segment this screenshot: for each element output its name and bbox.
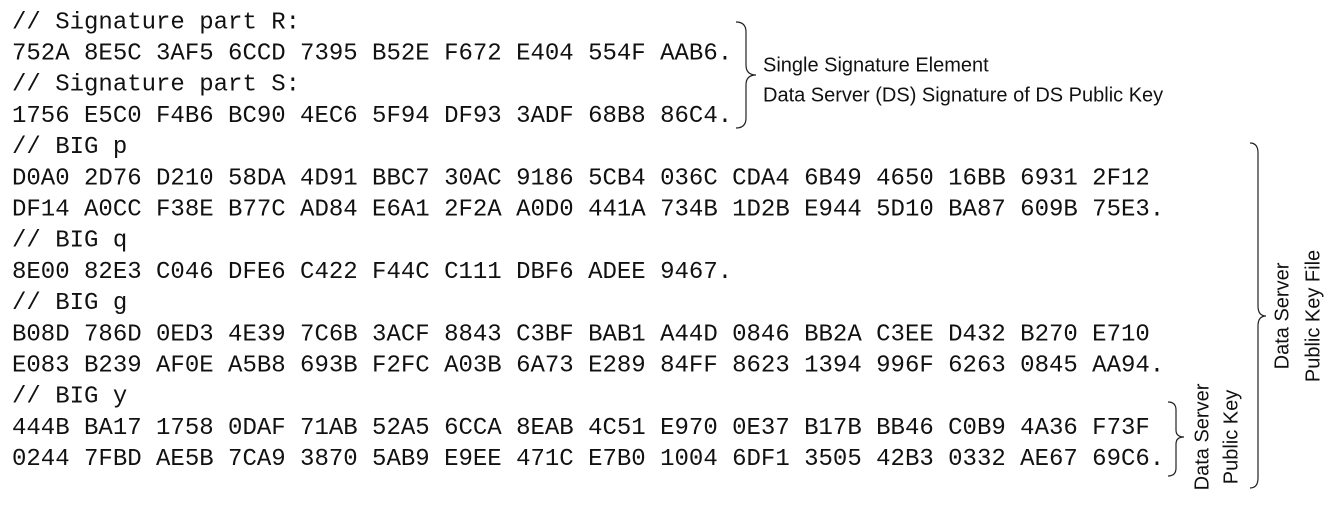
public-key-file-brace [1249, 142, 1267, 489]
code-line: // BIG q [12, 228, 127, 255]
public-key-file-label: Public Key File [1302, 250, 1324, 382]
code-line: B08D 786D 0ED3 4E39 7C6B 3ACF 8843 C3BF … [12, 321, 1150, 348]
code-line: D0A0 2D76 D210 58DA 4D91 BBC7 30AC 9186 … [12, 165, 1150, 192]
public-key-brace [1167, 401, 1185, 477]
signature-label: Single Signature Element [763, 54, 989, 76]
code-line: 1756 E5C0 F4B6 BC90 4EC6 5F94 DF93 3ADF … [12, 103, 732, 130]
code-line: // BIG y [12, 384, 127, 411]
code-line: E083 B239 AF0E A5B8 693B F2FC A03B 6A73 … [12, 353, 1164, 380]
signature-label: Data Server (DS) Signature of DS Public … [763, 84, 1163, 106]
public-key-label: Data Server [1191, 383, 1213, 490]
code-line: // Signature part R: [12, 9, 300, 36]
code-line: 752A 8E5C 3AF5 6CCD 7395 B52E F672 E404 … [12, 41, 732, 68]
code-line: 444B BA17 1758 0DAF 71AB 52A5 6CCA 8EAB … [12, 415, 1150, 442]
public-key-label: Public Key [1220, 390, 1242, 485]
code-line: // BIG p [12, 134, 127, 161]
code-block: // Signature part R: 752A 8E5C 3AF5 6CCD … [12, 9, 1164, 473]
code-line: // Signature part S: [12, 72, 300, 99]
code-line: 0244 7FBD AE5B 7CA9 3870 5AB9 E9EE 471C … [12, 446, 1164, 473]
signature-brace [735, 21, 757, 129]
public-key-file-label: Data Server [1271, 262, 1293, 369]
code-line: DF14 A0CC F38E B77C AD84 E6A1 2F2A A0D0 … [12, 197, 1164, 224]
code-line: // BIG g [12, 290, 127, 317]
code-line: 8E00 82E3 C046 DFE6 C422 F44C C111 DBF6 … [12, 259, 732, 286]
